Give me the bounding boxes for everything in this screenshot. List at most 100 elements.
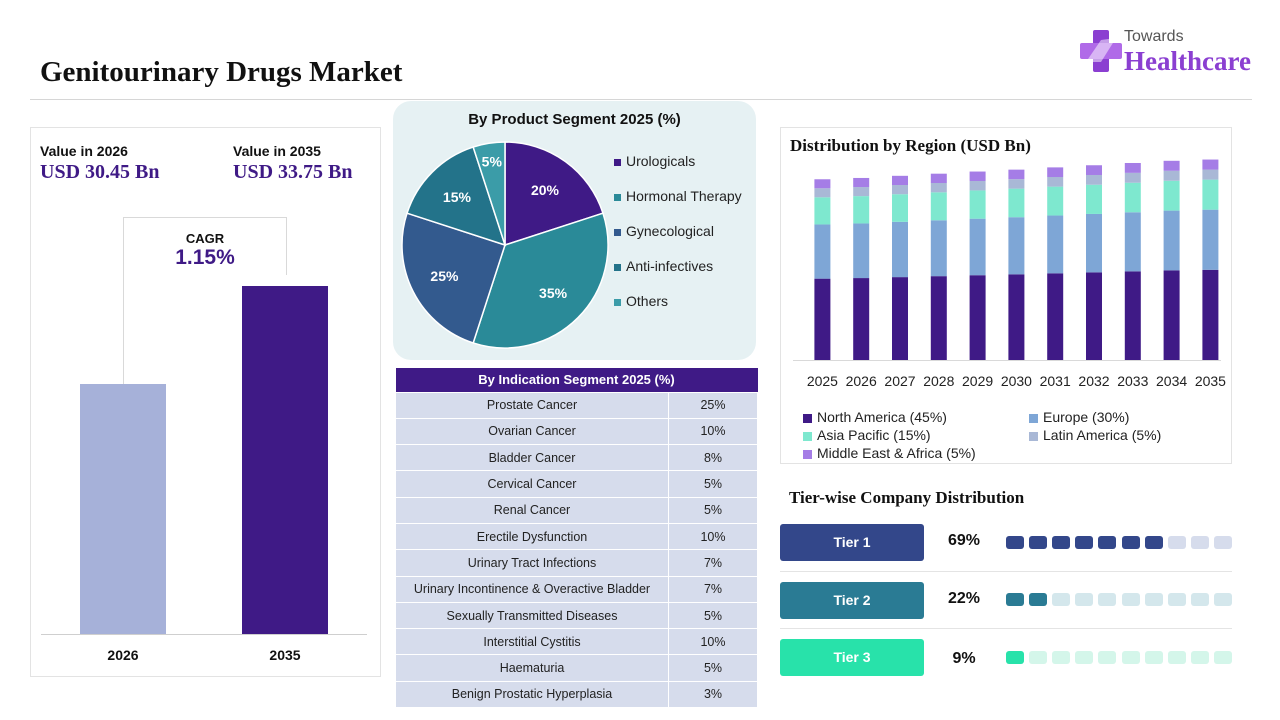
indication-name: Urinary Incontinence & Overactive Bladde…: [395, 575, 669, 603]
indication-name: Interstitial Cystitis: [395, 628, 669, 656]
cagr-value: 1.15%: [175, 246, 235, 269]
pie-data-label: 20%: [531, 182, 560, 198]
tier-dot-empty: [1144, 593, 1163, 606]
tier-divider: [780, 571, 1232, 572]
logo-text-bottom: Healthcare: [1124, 46, 1251, 76]
tier-dot-empty: [1075, 593, 1094, 606]
bar-segment: [1086, 174, 1102, 185]
bar-segment: [1163, 170, 1180, 181]
year-label-2026: 2026: [107, 647, 139, 663]
legend-north-america: North America (45%): [803, 409, 947, 425]
legend-swatch: [1029, 413, 1038, 423]
bar-segment: [969, 190, 986, 219]
bar-segment: [814, 179, 831, 189]
legend-gynecological: Gynecological: [614, 223, 714, 239]
bar-segment: [814, 197, 831, 225]
tier-dot-filled: [1029, 536, 1048, 549]
pie-data-label: 5%: [482, 154, 503, 170]
bar-segment: [1008, 217, 1025, 275]
x-tick-label: 2025: [807, 373, 838, 389]
bar-segment: [1202, 169, 1219, 180]
legend-hormonal-therapy: Hormonal Therapy: [614, 188, 742, 204]
indication-percent: 3%: [668, 680, 758, 709]
indication-percent: 7%: [668, 575, 758, 603]
tier-dot-empty: [1213, 593, 1232, 606]
table-row: Sexually Transmitted Diseases 5%: [395, 601, 758, 630]
market-value-panel: Value in 2026 USD 30.45 Bn Value in 2035…: [30, 127, 381, 677]
indication-table-title: By Indication Segment 2025 (%): [395, 368, 758, 392]
bar-segment: [892, 185, 908, 195]
pie-slice-others: [472, 141, 506, 246]
pie-data-label: 15%: [443, 189, 472, 205]
x-tick-label: 2027: [884, 373, 915, 389]
tier-section-title: Tier-wise Company Distribution: [789, 488, 1025, 507]
legend-swatch: [614, 193, 621, 201]
tier-dot-filled: [1144, 536, 1163, 549]
table-row: Prostate Cancer 25%: [395, 391, 758, 419]
x-tick-label: 2026: [846, 373, 877, 389]
tier-dot-empty: [1098, 651, 1117, 664]
tier-dot-empty: [1213, 536, 1232, 549]
indication-name: Bladder Cancer: [395, 444, 669, 472]
legend-asia-pacific: Asia Pacific (15%): [803, 427, 931, 443]
bar-segment: [1202, 269, 1219, 360]
bar-segment: [930, 276, 947, 360]
tier-dot-empty: [1167, 536, 1186, 549]
tier-dot-empty: [1075, 651, 1094, 664]
table-row: Benign Prostatic Hyperplasia 3%: [395, 680, 758, 709]
table-row: Ovarian Cancer 10%: [395, 417, 758, 446]
tier-dot-filled: [1098, 536, 1117, 549]
product-pie-chart: 20% 35% 25% 15% 5%: [401, 141, 609, 349]
indication-percent: 5%: [668, 470, 758, 498]
indication-name: Urinary Tract Infections: [395, 549, 669, 577]
tier-dot-empty: [1052, 593, 1071, 606]
value-2035-amount: USD 33.75 Bn: [233, 161, 353, 183]
legend-swatch: [614, 263, 621, 271]
bar-segment: [1047, 273, 1064, 360]
bar-segment: [1047, 186, 1064, 216]
table-row: Bladder Cancer 8%: [395, 444, 758, 472]
tier-1-percent: 69%: [947, 532, 981, 549]
bar-segment: [930, 220, 947, 277]
indication-percent: 7%: [668, 549, 758, 577]
bar-segment: [969, 171, 986, 181]
indication-table: By Indication Segment 2025 (%) Prostate …: [395, 368, 758, 709]
bar-segment: [1163, 210, 1180, 271]
bar-segment: [853, 278, 870, 360]
tier-dot-empty: [1098, 593, 1117, 606]
table-row: Urinary Tract Infections 7%: [395, 549, 758, 577]
bar-segment: [853, 196, 870, 224]
indication-percent: 5%: [668, 496, 758, 524]
cross-logo-icon: [1080, 30, 1122, 72]
bar-segment: [1163, 160, 1180, 171]
tier-dot-filled: [1075, 536, 1094, 549]
x-tick-label: 2034: [1156, 373, 1187, 389]
legend-swatch: [1029, 431, 1038, 441]
x-tick-label: 2030: [1001, 373, 1032, 389]
legend-urologicals: Urologicals: [614, 153, 695, 169]
bar-segment: [814, 278, 831, 360]
bar-segment: [892, 277, 908, 360]
bar-segment: [853, 223, 870, 279]
bar-segment: [1163, 270, 1180, 360]
indication-table-body: Prostate Cancer 25% Ovarian Cancer 10% Bladd…: [395, 391, 758, 709]
bar-segment: [1124, 212, 1141, 272]
bar-segment: [1163, 180, 1180, 211]
logo-text-top: Towards: [1124, 28, 1184, 45]
indication-name: Benign Prostatic Hyperplasia: [395, 680, 669, 709]
bar-segment: [1008, 169, 1025, 180]
bar-segment: [1086, 184, 1102, 214]
tier-divider: [780, 628, 1232, 629]
pie-slice-hormonal-therapy: [472, 212, 609, 349]
cagr-label: CAGR: [185, 231, 225, 246]
tier-dot-filled: [1029, 593, 1048, 606]
indication-name: Cervical Cancer: [395, 470, 669, 498]
bar-segment: [969, 275, 986, 360]
bar-segment: [1124, 172, 1141, 183]
pie-slice-urologicals: [504, 141, 604, 247]
bar-segment: [969, 180, 986, 191]
bar-segment: [1047, 177, 1064, 187]
tier-dot-empty: [1213, 651, 1232, 664]
tier-1-pill: Tier 1: [780, 524, 924, 561]
bar-segment: [1086, 165, 1102, 175]
